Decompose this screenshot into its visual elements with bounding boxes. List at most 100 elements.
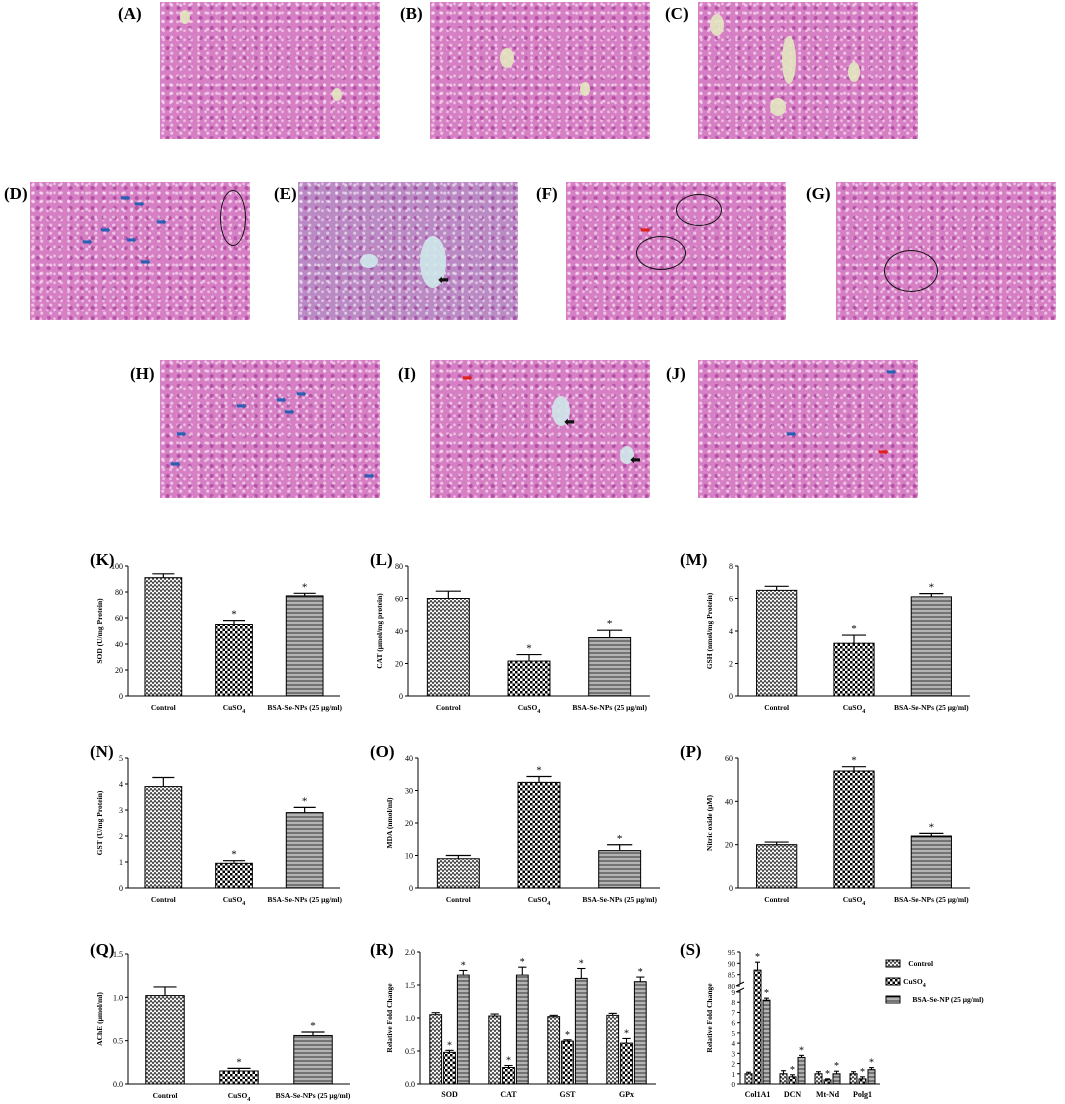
bar: [426, 598, 470, 697]
bar: [456, 974, 470, 1085]
x-tick-label: CuSO4: [528, 895, 551, 907]
significance-mark: *: [302, 795, 308, 807]
x-tick-label: Control: [153, 1091, 178, 1100]
significance-mark: *: [755, 952, 760, 963]
micrograph-d: ➥ ➥ ➥ ➥ ➥ ➥ ➥: [30, 182, 250, 320]
bar: [293, 1034, 333, 1085]
y-axis-label: Relative Fold Change: [705, 983, 714, 1053]
bar: [144, 786, 183, 889]
significance-mark: *: [607, 618, 613, 630]
x-tick-label: DCN: [784, 1090, 802, 1099]
panel-label-m: (M): [680, 550, 708, 569]
y-tick-label: 80: [115, 588, 123, 597]
y-axis-label: GST (U/mg Protein): [95, 790, 104, 855]
y-tick-label: 30: [405, 787, 413, 796]
blue-arrow-icon: ➥: [82, 235, 93, 250]
y-tick-label: 20: [115, 666, 123, 675]
significance-mark: *: [638, 967, 643, 978]
bar: [756, 844, 798, 889]
chart-nitric-oxide: 0 20 40 60 Nitric oxide (μM) Control * CuSO4 * BS…: [705, 754, 970, 907]
y-tick-label: 8: [732, 999, 736, 1007]
x-tick-label: Control: [446, 895, 471, 904]
bar: [436, 858, 480, 889]
bar: [219, 1070, 259, 1085]
bar: [606, 1014, 620, 1085]
panel-label-b: (B): [400, 4, 423, 23]
y-tick-label: 0.5: [405, 1047, 415, 1056]
y-tick-label: 4: [119, 780, 123, 789]
y-tick-label: 95: [728, 949, 736, 957]
x-tick-label: BSA-Se-NPs (25 μg/ml): [894, 703, 969, 712]
x-tick-label: BSA-Se-NPs (25 μg/ml): [582, 895, 657, 904]
legend-swatch: [885, 959, 901, 968]
significance-mark: *: [799, 1045, 804, 1056]
bar: [910, 835, 952, 889]
y-tick-label: 4: [729, 627, 733, 636]
legend-label: Control: [908, 959, 933, 968]
chart-ache: 0.0 0.5 1.0 1.5 AChE (μmol/ml) Control * CuSO4 *…: [95, 950, 351, 1103]
panel-label-n: (N): [90, 742, 114, 761]
y-tick-label: 0.5: [113, 1037, 123, 1046]
blue-arrow-icon: ➥: [276, 393, 287, 408]
significance-mark: *: [579, 959, 584, 970]
y-axis-label: MDA (nmol/ml): [385, 797, 394, 849]
bar: [515, 974, 529, 1085]
blue-arrow-icon: ➥: [786, 427, 797, 442]
y-tick-label: 20: [395, 660, 403, 669]
significance-mark: *: [617, 833, 623, 845]
x-tick-label: CuSO4: [843, 703, 866, 715]
bar: [285, 595, 324, 697]
y-tick-label: 0: [732, 1081, 736, 1089]
y-tick-label: 60: [395, 595, 403, 604]
y-tick-label: 1.5: [113, 950, 123, 959]
y-tick-label: 1: [732, 1071, 736, 1079]
blue-arrow-icon: ➥: [100, 223, 111, 238]
significance-mark: *: [790, 1065, 795, 1076]
y-tick-label: 2: [119, 832, 123, 841]
significance-mark: *: [851, 755, 857, 767]
x-tick-label: Col1A1: [745, 1090, 771, 1099]
y-axis-label: Relative Fold Change: [385, 983, 394, 1053]
y-tick-label: 8: [729, 562, 733, 571]
x-tick-label: CuSO4: [518, 703, 541, 715]
bar: [833, 770, 875, 889]
micrograph-c: [698, 2, 918, 139]
significance-mark: *: [851, 623, 857, 635]
x-tick-label: BSA-Se-NPs (25 μg/ml): [276, 1091, 351, 1100]
panel-label-e: (E): [274, 184, 297, 203]
y-tick-label: 1.0: [113, 993, 123, 1002]
red-arrow-icon: ➥: [640, 223, 651, 238]
x-tick-label: Control: [151, 703, 176, 712]
bar: [858, 1078, 867, 1085]
y-tick-label: 4: [732, 1040, 736, 1048]
significance-mark: *: [860, 1067, 865, 1078]
micrograph-g: [836, 182, 1056, 320]
x-tick-label: CuSO4: [223, 703, 246, 715]
bar: [832, 1073, 841, 1085]
significance-mark: *: [929, 821, 935, 833]
x-tick-label: Control: [151, 895, 176, 904]
bar: [814, 1073, 823, 1085]
chart-mda: 0 10 20 30 40 MDA (nmol/ml) Control * CuSO4 * BSA-…: [385, 754, 660, 907]
y-tick-label: 40: [725, 797, 733, 806]
red-arrow-icon: ➥: [878, 445, 889, 460]
x-tick-label: Polg1: [853, 1090, 872, 1099]
significance-mark: *: [825, 1069, 830, 1080]
bar: [215, 624, 253, 697]
blue-arrow-icon: ➥: [364, 469, 375, 484]
significance-mark: *: [506, 1056, 511, 1067]
y-tick-label: 3: [119, 806, 123, 815]
panel-label-i: (I): [398, 364, 416, 383]
significance-mark: *: [461, 960, 466, 971]
bar: [756, 589, 798, 697]
y-tick-label: 20: [405, 819, 413, 828]
x-tick-label: GPx: [619, 1090, 634, 1099]
region-circle: [884, 250, 938, 292]
panel-label-a: (A): [118, 4, 142, 23]
panel-label-d: (D): [4, 184, 28, 203]
y-tick-label: 1.5: [405, 981, 415, 990]
bar: [144, 577, 183, 697]
panel-label-g: (G): [806, 184, 831, 203]
panel-label-c: (C): [665, 4, 689, 23]
bar: [797, 1056, 806, 1085]
